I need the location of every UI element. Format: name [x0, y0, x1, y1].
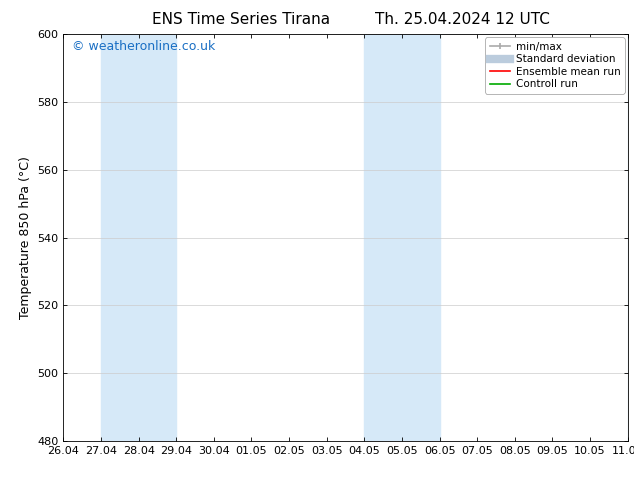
Bar [101, 34, 176, 441]
Bar [628, 34, 634, 441]
Legend: min/max, Standard deviation, Ensemble mean run, Controll run: min/max, Standard deviation, Ensemble me… [486, 37, 624, 94]
Text: Th. 25.04.2024 12 UTC: Th. 25.04.2024 12 UTC [375, 12, 550, 27]
Bar [365, 34, 439, 441]
Text: ENS Time Series Tirana: ENS Time Series Tirana [152, 12, 330, 27]
Text: © weatheronline.co.uk: © weatheronline.co.uk [72, 40, 215, 53]
Y-axis label: Temperature 850 hPa (°C): Temperature 850 hPa (°C) [19, 156, 32, 319]
